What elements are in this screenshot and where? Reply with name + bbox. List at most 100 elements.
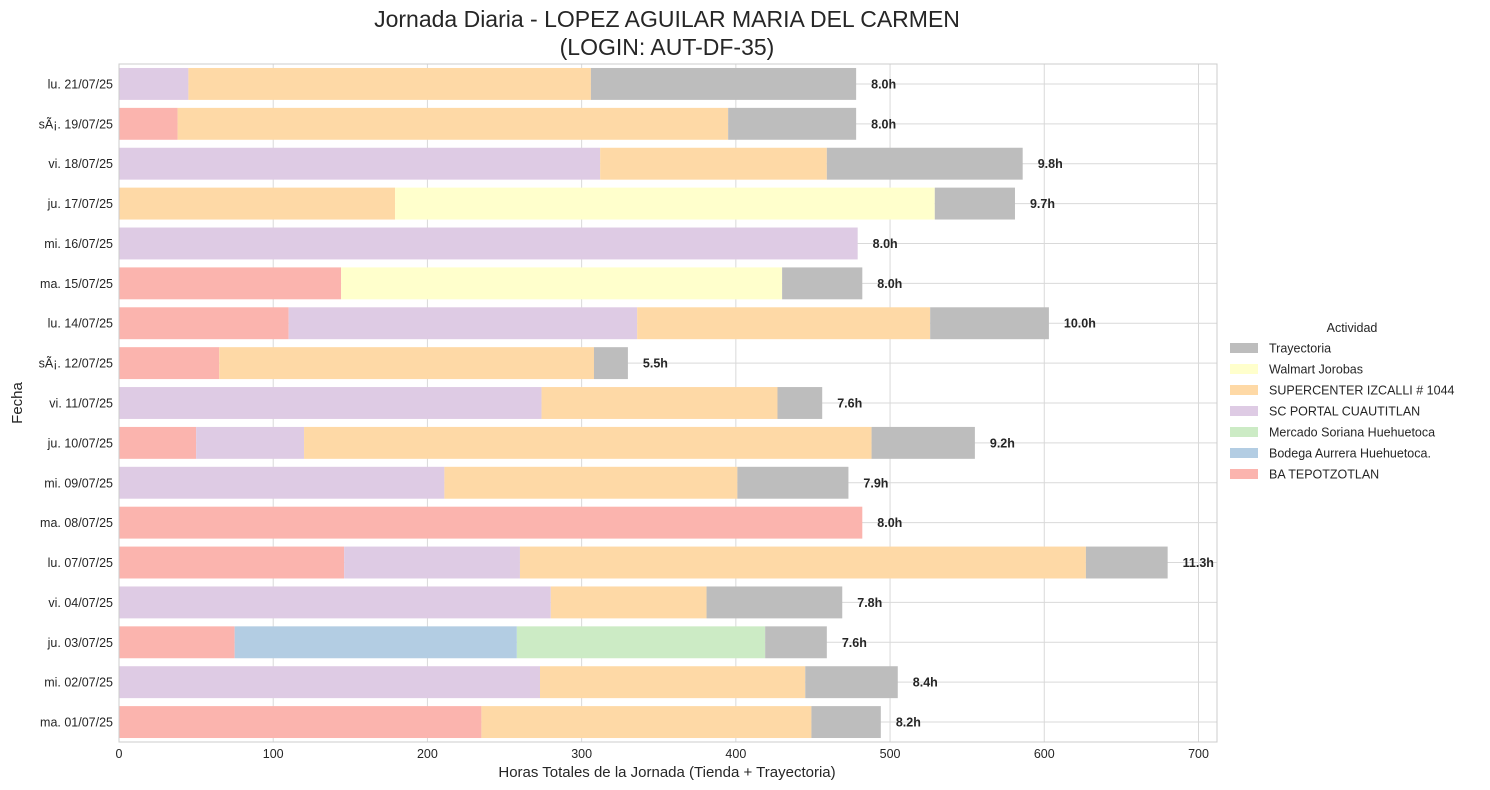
bar-segment [600,147,827,180]
total-label: 8.0h [871,77,896,91]
bar-segment [119,147,601,180]
bar-segment [519,546,1086,579]
bar-segment [540,666,806,699]
y-axis-label: Fecha [9,382,26,424]
legend: Actividad Trayectoria Walmart Jorobas SUPE… [1230,321,1455,482]
bar-segment [934,187,1015,220]
bar-segment [119,347,220,380]
legend-swatch [1230,469,1258,479]
bar-segment [395,187,935,220]
bar-segment [550,586,707,619]
bars [119,67,1168,739]
legend-label: SUPERCENTER IZCALLI # 1044 [1269,384,1455,398]
x-tick-label: 0 [116,747,123,761]
total-label: 7.9h [863,476,888,490]
bar-segment [871,426,975,459]
total-label: 9.2h [990,436,1015,450]
legend-swatch [1230,364,1258,374]
bar-segment [593,347,628,380]
x-tick-label: 300 [571,747,592,761]
bar-segment [304,426,872,459]
y-tick-label: lu. 21/07/25 [48,77,113,91]
plot-frame [118,63,1218,743]
legend-swatch [1230,427,1258,437]
bar-segment [541,387,778,419]
bar-segment [765,626,827,659]
bar-segment [728,107,857,140]
bar-segment [119,706,482,739]
bar-segment [119,107,178,140]
y-tick-label: sÃ¡. 19/07/25 [39,117,113,131]
y-tick-labels: ma. 01/07/25 mi. 02/07/25 ju. 03/07/25 vi. … [39,77,113,729]
y-tick-label: lu. 14/07/25 [48,317,113,331]
bar-segment [444,466,738,499]
total-labels: 8.2h 8.4h 7.6h 7.8h 11.3h 8.0h 7.9h 9.2h 7.6h 5.5… [643,77,1214,729]
y-tick-label: ma. 15/07/25 [40,277,113,291]
legend-swatch [1230,448,1258,458]
bar-segment [119,307,289,340]
x-tick-labels: 0 100 200 300 400 500 600 700 [116,747,1209,761]
bar-segment [119,67,189,100]
bar-segment [196,426,305,459]
chart-title: Jornada Diaria - LOPEZ AGUILAR MARIA DEL… [374,6,960,32]
legend-label: BA TEPOTZOTLAN [1269,468,1379,482]
bar-segment [188,67,591,100]
bar-segment [219,347,594,380]
bar-segment [805,666,898,699]
bar-segment [516,626,766,659]
legend-title: Actividad [1327,321,1378,335]
bar-segment [234,626,517,659]
bar-segment [119,666,541,699]
bar-segment [177,107,729,140]
total-label: 8.0h [871,117,896,131]
bar-segment [119,466,445,499]
bar-segment [1085,546,1168,579]
bar-segment [119,586,551,619]
total-label: 7.6h [837,397,862,411]
legend-label: SC PORTAL CUAUTITLAN [1269,405,1420,419]
y-tick-label: ju. 17/07/25 [47,197,113,211]
x-tick-label: 100 [263,747,284,761]
x-axis-label: Horas Totales de la Jornada (Tienda + Tr… [498,764,835,781]
total-label: 8.0h [873,237,898,251]
total-label: 11.3h [1183,556,1214,570]
bar-segment [341,267,783,300]
y-tick-label: ju. 10/07/25 [47,436,113,450]
bar-segment [930,307,1049,340]
legend-label: Trayectoria [1269,342,1331,356]
legend-swatch [1230,385,1258,395]
x-tick-label: 400 [725,747,746,761]
total-label: 9.7h [1030,197,1055,211]
bar-segment [637,307,931,340]
bar-segment [737,466,849,499]
y-tick-label: vi. 04/07/25 [48,596,113,610]
bar-segment [288,307,638,340]
y-tick-label: ju. 03/07/25 [47,636,113,650]
y-tick-label: ma. 01/07/25 [40,716,113,730]
bar-segment [826,147,1023,180]
bar-segment [119,426,197,459]
y-tick-label: lu. 07/07/25 [48,556,113,570]
chart-subtitle: (LOGIN: AUT-DF-35) [560,34,775,60]
total-label: 9.8h [1038,157,1063,171]
bar-segment [119,267,342,300]
y-tick-label: ma. 08/07/25 [40,516,113,530]
bar-segment [706,586,843,619]
x-tick-label: 200 [417,747,438,761]
bar-segment [119,506,863,539]
legend-swatch [1230,343,1258,353]
x-tick-label: 600 [1034,747,1055,761]
y-tick-label: vi. 18/07/25 [48,157,113,171]
total-label: 7.6h [842,636,867,650]
legend-swatch [1230,406,1258,416]
bar-segment [119,626,235,659]
y-tick-label: mi. 02/07/25 [44,676,113,690]
y-tick-label: sÃ¡. 12/07/25 [39,357,113,371]
legend-label: Bodega Aurrera Huehuetoca. [1269,447,1431,461]
bar-segment [119,387,542,419]
y-tick-label: vi. 11/07/25 [49,397,113,411]
y-tick-label: mi. 16/07/25 [44,237,113,251]
total-label: 8.4h [913,676,938,690]
bar-segment [481,706,812,739]
